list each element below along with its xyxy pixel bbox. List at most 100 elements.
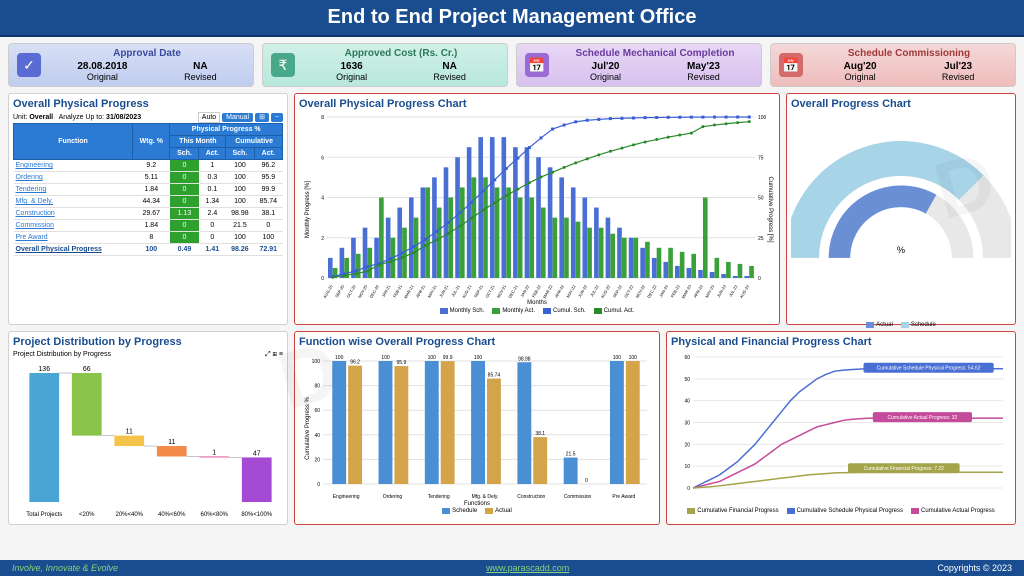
physfin-chart: 6050403020100Cumulative Schedule Physica… (671, 351, 1011, 520)
panel-title: Function wise Overall Progress Chart (299, 336, 655, 348)
svg-text:0: 0 (321, 276, 324, 282)
svg-text:11: 11 (168, 439, 175, 446)
svg-text:OCT-20: OCT-20 (345, 283, 357, 298)
svg-text:Pre Award: Pre Award (612, 494, 635, 500)
svg-text:Months: Months (527, 300, 547, 306)
svg-text:APR-23: APR-23 (692, 283, 704, 298)
table-row[interactable]: Pre Award800100100 (14, 232, 283, 244)
svg-text:Engineering: Engineering (333, 494, 360, 500)
svg-text:75: 75 (758, 155, 764, 161)
svg-text:Ordering: Ordering (383, 494, 403, 500)
svg-text:JUN-21: JUN-21 (438, 283, 449, 298)
svg-text:JAN-22: JAN-22 (519, 283, 530, 298)
svg-text:20%<40%: 20%<40% (115, 512, 143, 518)
svg-text:Cumulative Financial Progress:: Cumulative Financial Progress: 7.22 (864, 466, 945, 472)
table-row[interactable]: Construction29.671.132.498.9838.1 (14, 208, 283, 220)
svg-text:MAR-23: MAR-23 (681, 283, 693, 299)
svg-text:0: 0 (585, 478, 588, 484)
svg-text:DEC-21: DEC-21 (507, 283, 519, 298)
table-row[interactable]: Engineering9.20110096.2 (14, 160, 283, 172)
svg-text:OCT-22: OCT-22 (623, 283, 635, 298)
svg-text:AUG-20: AUG-20 (322, 283, 334, 299)
physfin-panel: Physical and Financial Progress Chart 60… (666, 331, 1016, 525)
svg-text:0: 0 (687, 486, 690, 492)
svg-text:<20%: <20% (79, 512, 95, 518)
svg-text:99.9: 99.9 (443, 355, 453, 361)
svg-text:25: 25 (758, 236, 764, 242)
func-chart: 10080604020010096.2Engineering10095.9Ord… (299, 351, 655, 520)
gauge-panel: Overall Progress Chart %ActualSchedule (786, 93, 1016, 325)
svg-text:1: 1 (212, 449, 216, 456)
svg-text:4: 4 (321, 196, 324, 202)
svg-text:21.5: 21.5 (566, 452, 576, 458)
svg-text:AUG-21: AUG-21 (461, 283, 473, 299)
svg-text:95.9: 95.9 (397, 360, 407, 366)
footer-left: Involve, Innovate & Evolve (12, 563, 118, 573)
manual-button[interactable]: Manual (222, 113, 253, 122)
panel-title: Project Distribution by Progress (13, 336, 283, 348)
svg-text:30: 30 (684, 421, 690, 427)
svg-text:96.2: 96.2 (350, 360, 360, 366)
svg-text:SEP-22: SEP-22 (612, 283, 624, 298)
gauge-chart: %ActualSchedule (791, 113, 1011, 320)
svg-text:100: 100 (613, 355, 622, 361)
svg-text:98.98: 98.98 (518, 356, 531, 362)
svg-text:Construction: Construction (517, 494, 545, 500)
footer: Involve, Innovate & Evolve www.parascadd… (0, 560, 1024, 576)
tool-icon[interactable]: ⊞ (255, 113, 269, 122)
table-row[interactable]: Tendering1.8400.110099.9 (14, 184, 283, 196)
svg-text:100: 100 (629, 355, 638, 361)
kpi-icon: ✓ (17, 53, 41, 77)
svg-text:85.74: 85.74 (488, 373, 501, 379)
svg-text:DEC-22: DEC-22 (646, 283, 658, 298)
svg-text:40%<60%: 40%<60% (158, 512, 186, 518)
table-row[interactable]: Mfg. & Dely.44.3401.3410085.74 (14, 196, 283, 208)
panel-title: Physical and Financial Progress Chart (671, 336, 1011, 348)
func-chart-panel: Function wise Overall Progress Chart 100… (294, 331, 660, 525)
svg-text:Cumulative Actual Progress: 32: Cumulative Actual Progress: 32 (888, 415, 958, 421)
table-row[interactable]: Commission1.840021.50 (14, 220, 283, 232)
kpi-card: ₹ Approved Cost (Rs. Cr.) 1636Original N… (262, 43, 508, 87)
svg-text:66: 66 (83, 366, 91, 373)
kpi-row: ✓ Approval Date 28.08.2018Original NARev… (0, 37, 1024, 93)
svg-text:FEB-21: FEB-21 (392, 283, 403, 298)
svg-text:Cumulative Progress %: Cumulative Progress % (305, 396, 311, 459)
kpi-icon: ₹ (271, 53, 295, 77)
svg-text:OCT-21: OCT-21 (484, 283, 496, 298)
collapse-icon[interactable]: − (271, 113, 283, 122)
svg-text:10: 10 (684, 464, 690, 470)
svg-text:100: 100 (428, 355, 437, 361)
svg-text:Functions: Functions (464, 501, 490, 506)
auto-button[interactable]: Auto (198, 112, 220, 123)
svg-text:MAY-21: MAY-21 (427, 283, 439, 298)
svg-text:47: 47 (253, 450, 261, 457)
svg-text:11: 11 (126, 429, 133, 436)
svg-text:JUN-22: JUN-22 (577, 283, 588, 298)
svg-text:DEC-20: DEC-20 (368, 283, 380, 298)
svg-text:Mfg. & Dely.: Mfg. & Dely. (472, 494, 499, 500)
table-row[interactable]: Ordering5.1100.310095.9 (14, 172, 283, 184)
svg-text:2: 2 (321, 236, 324, 242)
svg-text:JUL-21: JUL-21 (450, 283, 461, 297)
kpi-card: ✓ Approval Date 28.08.2018Original NARev… (8, 43, 254, 87)
svg-text:80%<100%: 80%<100% (241, 512, 273, 518)
progress-table: FunctionWtg. %Physical Progress % This M… (13, 123, 283, 256)
svg-text:SEP-21: SEP-21 (473, 283, 485, 298)
svg-text:100: 100 (381, 355, 390, 361)
panel-title: Overall Physical Progress Chart (299, 98, 775, 110)
chart-tools[interactable]: ⤢ ⊞ ≡ (265, 351, 283, 359)
svg-text:JAN-21: JAN-21 (380, 283, 391, 298)
footer-link[interactable]: www.parascadd.com (486, 563, 569, 573)
svg-text:60%<80%: 60%<80% (200, 512, 228, 518)
table-total-row: Overall Physical Progress1000.491.4198.2… (14, 244, 283, 256)
dist-chart: 136Total Projects66<20%1120%<40%1140%<60… (13, 359, 283, 520)
svg-text:Commission: Commission (564, 494, 592, 500)
svg-text:40: 40 (684, 399, 690, 405)
svg-text:NOV-22: NOV-22 (635, 283, 647, 298)
dist-panel: Project Distribution by Progress Project… (8, 331, 288, 525)
svg-text:60: 60 (314, 408, 320, 414)
kpi-card: 📅 Schedule Mechanical Completion Jul'20O… (516, 43, 762, 87)
svg-text:JUN-23: JUN-23 (716, 283, 727, 298)
svg-text:NOV-21: NOV-21 (496, 283, 508, 298)
svg-text:136: 136 (38, 366, 50, 373)
